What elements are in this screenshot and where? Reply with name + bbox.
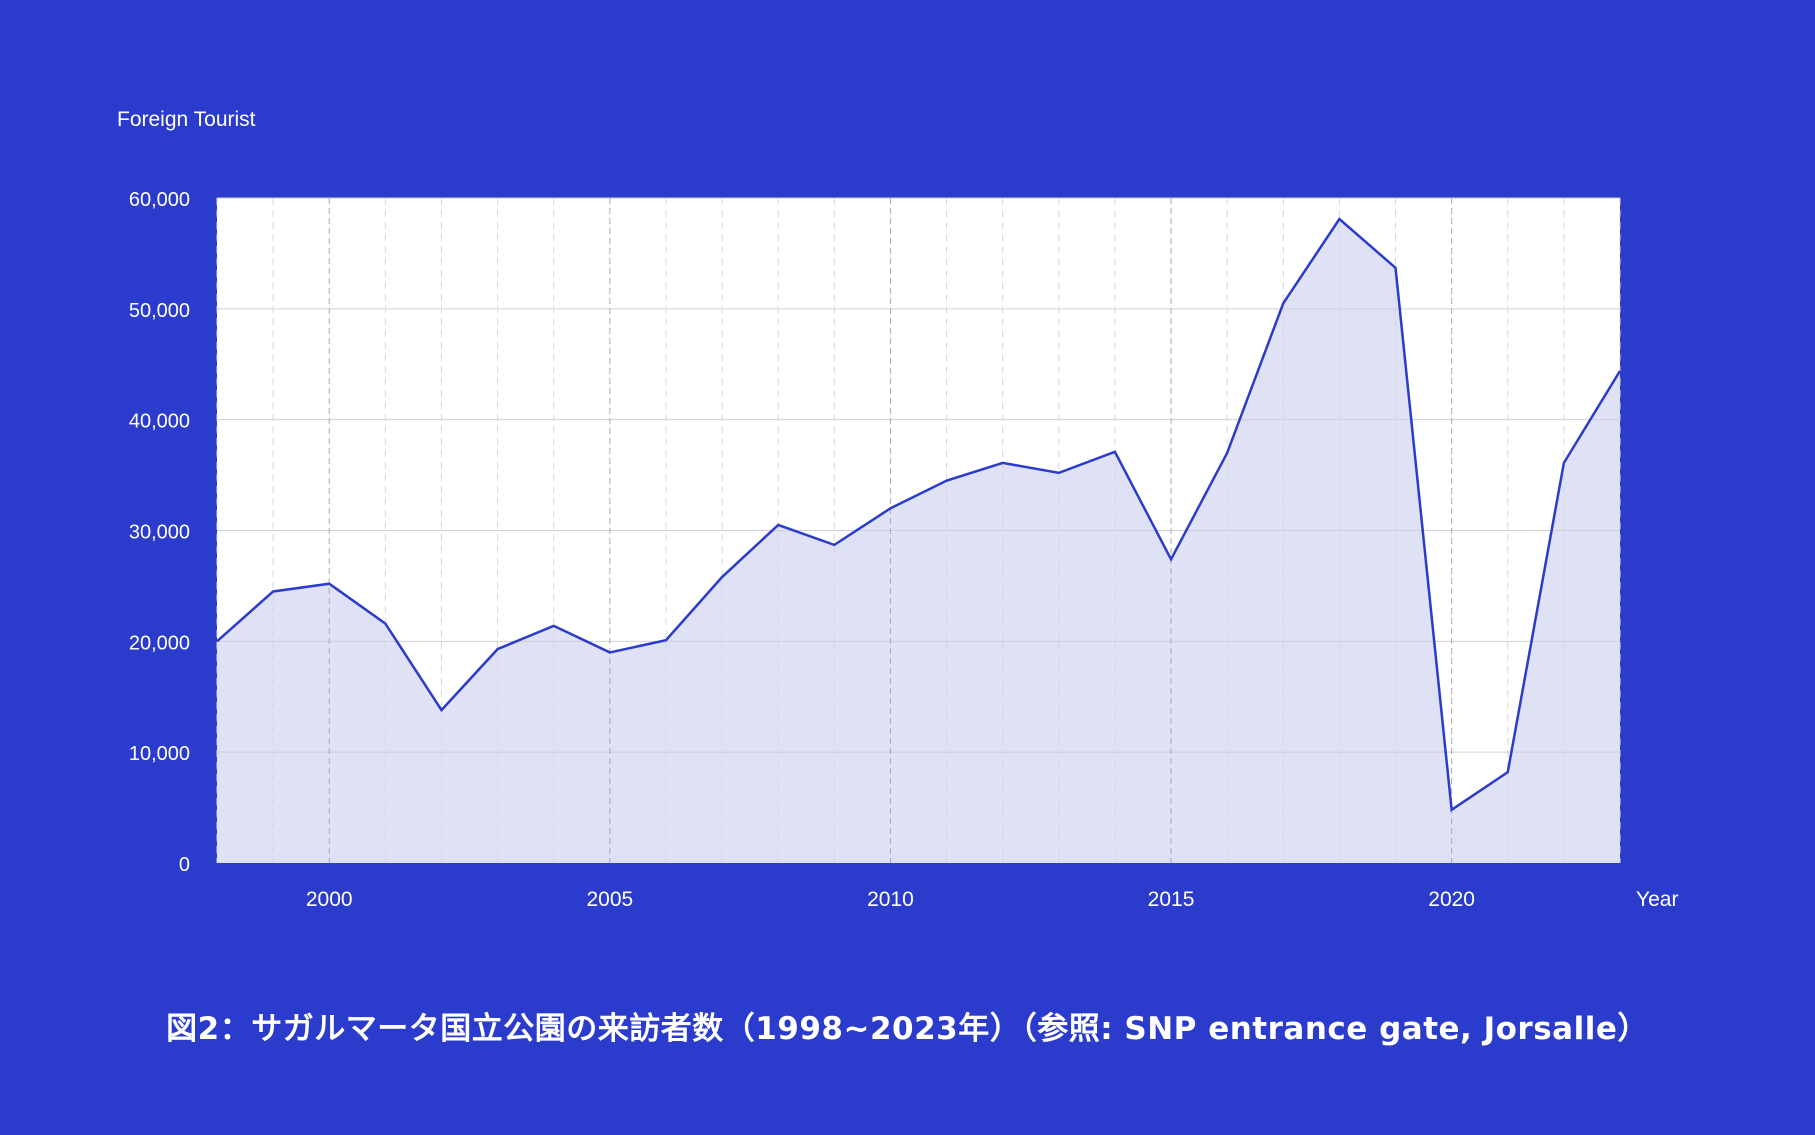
series-area-fill bbox=[217, 219, 1620, 863]
series-line bbox=[216, 217, 1622, 812]
x-tick-label: 2015 bbox=[1148, 888, 1195, 911]
y-tick-label: 30,000 bbox=[129, 522, 190, 544]
x-tick-label: 2020 bbox=[1428, 888, 1475, 911]
y-tick-label: 20,000 bbox=[129, 632, 190, 654]
x-tick-label: 2010 bbox=[867, 888, 914, 911]
x-tick-label: 2005 bbox=[586, 888, 633, 911]
y-tick-label: 40,000 bbox=[129, 411, 190, 433]
y-tick-label: 0 bbox=[179, 854, 190, 876]
x-axis-title: Year bbox=[1636, 888, 1678, 911]
y-tick-label: 50,000 bbox=[129, 300, 190, 322]
x-tick-label: 2000 bbox=[306, 888, 353, 911]
y-tick-label: 60,000 bbox=[129, 189, 190, 211]
y-tick-label: 10,000 bbox=[129, 743, 190, 765]
figure-caption: 図2：サガルマータ国立公園の来訪者数（1998~2023年）（参照: SNP e… bbox=[166, 1011, 1649, 1047]
y-axis-title: Foreign Tourist bbox=[117, 108, 256, 131]
